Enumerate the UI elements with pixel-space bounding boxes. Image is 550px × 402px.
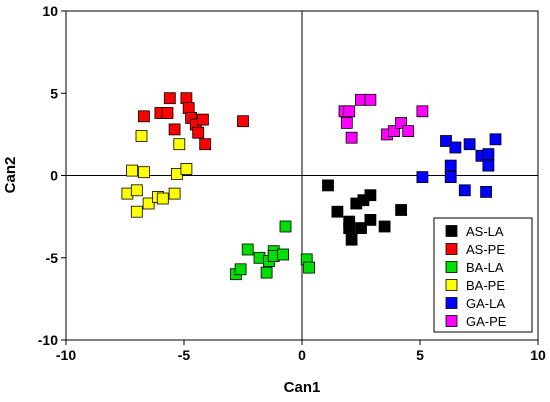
data-point (449, 141, 462, 154)
data-point (440, 135, 452, 147)
data-point (388, 125, 400, 137)
y-tick-label: -5 (46, 250, 59, 266)
data-point (395, 204, 408, 216)
data-point (322, 179, 334, 192)
data-point (345, 131, 358, 144)
legend-swatch (445, 225, 458, 237)
legend-box (433, 217, 533, 333)
series-ga-pe (338, 93, 429, 144)
data-point (444, 159, 457, 172)
x-tick-label: 5 (416, 347, 424, 363)
data-points (121, 92, 502, 281)
data-point (395, 117, 408, 129)
data-point (260, 266, 273, 279)
x-tick-label: 10 (530, 347, 546, 363)
series-as-pe (137, 92, 249, 151)
legend-label: AS-LA (466, 224, 504, 239)
data-point (378, 220, 391, 233)
data-point (241, 243, 254, 256)
x-tick-label: -5 (178, 347, 191, 363)
data-point (343, 222, 356, 235)
data-point (355, 222, 367, 235)
data-point (180, 162, 193, 175)
data-point (161, 107, 174, 119)
legend-swatch (445, 243, 458, 255)
legend-label: AS-PE (466, 242, 505, 257)
data-point (303, 261, 316, 274)
data-point (416, 105, 429, 118)
data-point (130, 205, 143, 218)
data-point (364, 189, 377, 202)
data-point (142, 197, 155, 210)
y-tick-label: 0 (50, 168, 58, 184)
data-point (364, 213, 377, 226)
legend-label: BA-LA (466, 260, 504, 275)
legend-label: BA-PE (466, 278, 505, 293)
data-point (196, 113, 209, 126)
data-point (482, 159, 495, 172)
data-point (416, 171, 429, 184)
y-tick-label: 10 (42, 3, 58, 19)
x-tick-label: 0 (298, 347, 306, 363)
data-point (402, 125, 415, 137)
data-point (135, 130, 148, 142)
data-point (126, 164, 138, 177)
data-point (364, 93, 377, 106)
x-axis-label: Can1 (284, 379, 321, 396)
data-point (168, 187, 181, 200)
x-axis-ticks: -10 -5 0 5 10 (56, 340, 546, 363)
y-tick-label: 5 (50, 85, 58, 101)
data-point (340, 117, 353, 129)
data-point (463, 138, 476, 151)
data-point (156, 192, 169, 205)
data-point (458, 184, 471, 197)
series-ga-la (416, 133, 502, 198)
y-axis-ticks: -10 -5 0 5 10 (38, 3, 66, 348)
data-point (163, 92, 176, 105)
series-ba-pe (121, 130, 193, 218)
data-point (168, 123, 181, 136)
data-point (130, 184, 143, 197)
legend: AS-LA AS-PE BA-LA BA-PE GA-LA GA-PE (433, 217, 533, 333)
legend-swatch (445, 297, 458, 309)
data-point (444, 171, 457, 184)
x-tick-label: -10 (56, 347, 76, 363)
data-point (137, 166, 150, 179)
data-point (345, 233, 358, 246)
series-as-la (322, 179, 408, 246)
legend-label: GA-LA (466, 296, 505, 311)
data-point (137, 110, 150, 123)
legend-label: GA-PE (466, 314, 507, 329)
data-point (279, 220, 292, 233)
data-point (173, 138, 186, 151)
data-point (192, 126, 205, 139)
data-point (482, 148, 495, 161)
data-point (237, 115, 249, 128)
legend-swatch (445, 261, 458, 273)
data-point (331, 205, 344, 218)
y-tick-label: -10 (38, 332, 58, 348)
data-point (199, 138, 212, 151)
data-point (343, 105, 356, 118)
data-point (277, 248, 290, 261)
legend-swatch (445, 315, 458, 327)
series-ba-la (229, 220, 316, 281)
data-point (489, 133, 502, 146)
data-point (480, 185, 493, 198)
y-axis-label: Can2 (2, 157, 19, 194)
legend-swatch (445, 279, 458, 291)
data-point (234, 263, 247, 276)
data-point (182, 102, 195, 114)
data-point (180, 92, 193, 105)
